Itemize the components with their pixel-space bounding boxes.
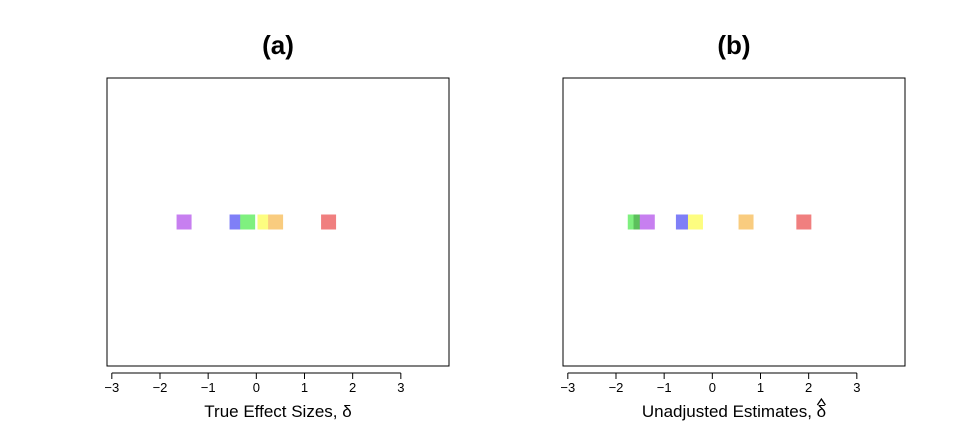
data-point bbox=[321, 214, 337, 230]
data-point bbox=[796, 214, 812, 230]
x-tick-label: 3 bbox=[397, 380, 404, 395]
x-tick-label: 3 bbox=[853, 380, 860, 395]
data-point bbox=[687, 214, 703, 230]
plot-frame bbox=[106, 77, 450, 367]
panel-b: (b) −3 −2 −1 0 1 2 3 Unadjusted Estimates, δ bbox=[560, 30, 906, 421]
x-tick-label: 0 bbox=[253, 380, 260, 395]
data-point bbox=[176, 214, 192, 230]
x-tick-label: 2 bbox=[805, 380, 812, 395]
data-point bbox=[639, 214, 655, 230]
data-point bbox=[268, 214, 284, 230]
x-tick-label: −2 bbox=[153, 380, 168, 395]
x-tick-label: 1 bbox=[301, 380, 308, 395]
panel-a: (a) −3 −2 −1 0 1 2 3 True Effect Sizes, δ bbox=[104, 30, 450, 421]
x-tick-label: −1 bbox=[657, 380, 672, 395]
data-point bbox=[738, 214, 754, 230]
chart-title: (a) bbox=[262, 30, 294, 60]
hat-accent bbox=[816, 397, 826, 406]
x-tick-label: 2 bbox=[349, 380, 356, 395]
plot-frame bbox=[562, 77, 906, 367]
x-tick-label: 1 bbox=[757, 380, 764, 395]
x-tick-label: −2 bbox=[609, 380, 624, 395]
x-tick-label: 0 bbox=[709, 380, 716, 395]
x-tick-label: −3 bbox=[560, 380, 575, 395]
x-tick-label: −3 bbox=[104, 380, 119, 395]
chart-title: (b) bbox=[717, 30, 750, 60]
x-tick-label: −1 bbox=[201, 380, 216, 395]
data-point bbox=[240, 214, 256, 230]
x-axis-label: Unadjusted Estimates, δ bbox=[642, 402, 826, 421]
data-point bbox=[675, 214, 691, 230]
x-axis-label: True Effect Sizes, δ bbox=[204, 402, 351, 421]
